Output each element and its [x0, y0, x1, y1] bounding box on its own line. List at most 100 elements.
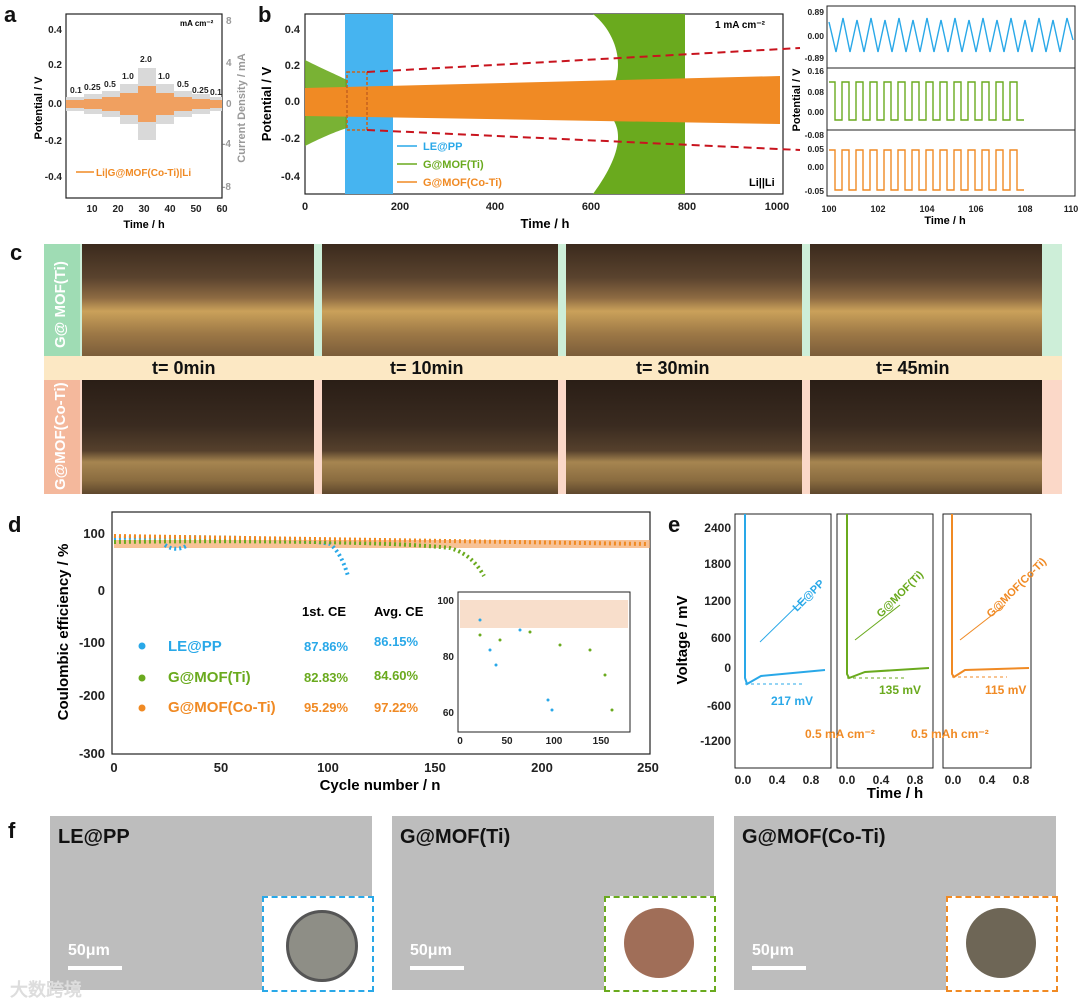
svg-text:0.4: 0.4 [769, 773, 786, 787]
svg-text:0: 0 [302, 201, 308, 213]
svg-text:95.29%: 95.29% [304, 700, 349, 715]
svg-text:0.89: 0.89 [807, 7, 824, 17]
sem-label: G@MOF(Co-Ti) [742, 826, 886, 848]
svg-text:30: 30 [138, 204, 150, 215]
rate-label: 0.5 [104, 79, 116, 89]
svg-text:4: 4 [226, 58, 232, 69]
svg-text:-8: -8 [222, 182, 231, 193]
svg-text:Potential / V: Potential / V [791, 68, 803, 132]
scale-bar: 50μm [68, 942, 110, 959]
svg-text:200: 200 [531, 760, 553, 775]
y2label: Current Density / mA [236, 53, 248, 162]
svg-text:60: 60 [216, 204, 228, 215]
svg-text:0: 0 [457, 736, 463, 747]
inset-gmof-ti [604, 896, 716, 992]
svg-text:LE@PP: LE@PP [168, 638, 222, 655]
panel-label-e: e [668, 512, 681, 537]
optical-image [566, 380, 802, 494]
svg-text:800: 800 [678, 201, 696, 213]
rate-label: 0.25 [84, 82, 101, 92]
ylabel: Coulombic efficiency / % [55, 544, 72, 721]
svg-text:600: 600 [711, 631, 731, 645]
svg-text:10: 10 [86, 204, 98, 215]
svg-text:0.0: 0.0 [48, 99, 62, 110]
rate-label: 0.5 [177, 79, 189, 89]
zoom-insets: 0.89 0.00 -0.89 0.16 0.08 0.00 -0.08 0.05 0.00… [791, 5, 1078, 227]
svg-text:-0.08: -0.08 [805, 130, 825, 140]
svg-text:0: 0 [98, 583, 105, 598]
svg-text:G@MOF(Ti): G@MOF(Ti) [168, 669, 251, 686]
xlabel: Cycle number / n [320, 777, 441, 794]
svg-text:1st. CE: 1st. CE [302, 604, 346, 619]
watermark: 大数跨境 [10, 980, 82, 1000]
svg-text:0: 0 [110, 760, 117, 775]
svg-text:-0.2: -0.2 [281, 133, 300, 145]
svg-text:108: 108 [1017, 204, 1032, 214]
svg-text:0.8: 0.8 [803, 773, 820, 787]
panel-e-chart: LE@PP G@MOF(Ti) G@MOF(Co-Ti) 217 mV 135 … [674, 513, 1049, 800]
svg-text:80: 80 [443, 652, 455, 663]
svg-text:0.16: 0.16 [807, 66, 824, 76]
row-label-coti: G@MOF(Co-Ti) [52, 382, 69, 490]
panel-b-chart: 0.40.2 0.0-0.2 -0.4 0 200 400 600 800 1000 … [259, 5, 1078, 231]
svg-text:0.4: 0.4 [873, 773, 890, 787]
svg-text:100: 100 [546, 736, 563, 747]
svg-text:-0.4: -0.4 [281, 171, 301, 183]
voltage-band [66, 86, 222, 122]
svg-text:135 mV: 135 mV [879, 683, 921, 697]
cell-label: Li||Li [749, 177, 775, 189]
rate-label: 1.0 [122, 71, 134, 81]
series-gmof-coti [305, 76, 780, 124]
svg-text:-300: -300 [79, 746, 105, 761]
svg-text:150: 150 [593, 736, 610, 747]
svg-text:-0.05: -0.05 [805, 186, 825, 196]
svg-text:Time / h: Time / h [867, 785, 923, 800]
svg-text:G@MOF(Ti): G@MOF(Ti) [875, 569, 927, 621]
inset-gmof-coti [946, 896, 1058, 992]
optical-image [810, 244, 1042, 356]
svg-text:84.60%: 84.60% [374, 668, 419, 683]
svg-text:97.22%: 97.22% [374, 700, 419, 715]
sem-label: G@MOF(Ti) [400, 826, 511, 848]
svg-text:0.05: 0.05 [807, 144, 824, 154]
svg-text:-4: -4 [222, 139, 231, 150]
svg-text:-100: -100 [79, 635, 105, 650]
optical-image [82, 380, 314, 494]
svg-text:0.2: 0.2 [285, 60, 300, 72]
svg-text:0.8: 0.8 [907, 773, 924, 787]
svg-text:100: 100 [437, 596, 454, 607]
svg-text:0.08: 0.08 [807, 87, 824, 97]
svg-text:50: 50 [501, 736, 513, 747]
ylabel: Potential / V [259, 66, 274, 141]
svg-text:0.00: 0.00 [807, 107, 824, 117]
svg-text:1800: 1800 [704, 557, 731, 571]
svg-text:-0.2: -0.2 [45, 136, 63, 147]
svg-text:400: 400 [486, 201, 504, 213]
svg-text:0.4: 0.4 [979, 773, 996, 787]
svg-text:100: 100 [83, 526, 105, 541]
ylabel: Potential / V [33, 76, 45, 140]
svg-text:G@MOF(Co-Ti): G@MOF(Co-Ti) [168, 699, 276, 716]
svg-text:-0.89: -0.89 [805, 53, 825, 63]
panel-a-chart: 0.1 0.25 0.5 1.0 2.0 1.0 0.5 0.25 0.1 mA… [33, 13, 248, 231]
zoom-box [346, 71, 368, 131]
rate-label: 2.0 [140, 54, 152, 64]
svg-text:102: 102 [870, 204, 885, 214]
sem-label: LE@PP [58, 826, 130, 848]
svg-text:LE@PP: LE@PP [423, 141, 462, 153]
svg-text:60: 60 [443, 708, 455, 719]
svg-text:250: 250 [637, 760, 659, 775]
svg-text:50: 50 [190, 204, 202, 215]
svg-text:0: 0 [724, 661, 731, 675]
svg-text:20: 20 [112, 204, 124, 215]
svg-text:0.4: 0.4 [48, 25, 62, 36]
svg-text:0.5 mAh cm⁻²: 0.5 mAh cm⁻² [911, 727, 989, 741]
inset-lepp [262, 896, 374, 992]
svg-text:-0.4: -0.4 [45, 172, 63, 183]
xlabel: Time / h [123, 219, 165, 231]
svg-text:Voltage / mV: Voltage / mV [674, 596, 691, 685]
panel-label-b: b [258, 2, 272, 27]
optical-image [566, 244, 802, 356]
svg-text:2400: 2400 [704, 521, 731, 535]
panel-label-d: d [8, 512, 22, 537]
